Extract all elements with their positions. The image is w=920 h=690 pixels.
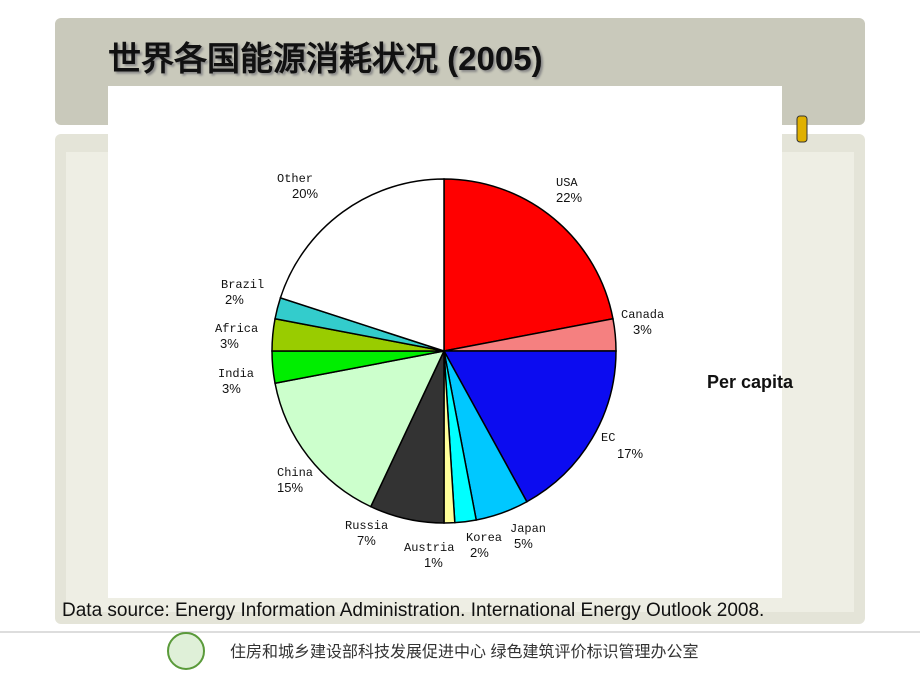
slice-label: Other — [277, 172, 313, 186]
slice-label: Austria — [404, 541, 454, 555]
pie-slice — [442, 350, 617, 503]
slice-label: India — [218, 367, 254, 381]
value-label: 2% — [225, 292, 244, 307]
source-note: Data source: Energy Information Administ… — [62, 600, 764, 621]
slice-label: Canada — [621, 308, 664, 322]
value-label: 5% — [514, 536, 533, 551]
value-label: 17% — [617, 446, 643, 461]
slice-label: Japan — [510, 522, 546, 536]
slice-label: Korea — [466, 531, 502, 545]
footer-text: 住房和城乡建设部科技发展促进中心 绿色建筑评价标识管理办公室 — [230, 643, 698, 661]
pie — [271, 178, 617, 524]
slice-label: EC — [601, 431, 615, 445]
slice-label: Brazil — [221, 278, 264, 292]
slice-label: USA — [556, 176, 578, 190]
logo — [167, 632, 205, 670]
value-label: 2% — [470, 545, 489, 560]
chart-title: 世界各国能源消耗状况 (2005) — [108, 40, 543, 77]
value-label: 7% — [357, 533, 376, 548]
annotation: Per capita — [707, 372, 794, 392]
value-label: 22% — [556, 190, 582, 205]
value-label: 3% — [633, 322, 652, 337]
slice-label: Russia — [345, 519, 388, 533]
value-label: 1% — [424, 555, 443, 570]
pie-slice — [279, 178, 445, 353]
slice-label: Africa — [215, 322, 258, 336]
value-label: 15% — [277, 480, 303, 495]
pie-slice — [443, 178, 614, 352]
icon — [796, 115, 808, 143]
value-label: 20% — [292, 186, 318, 201]
value-label: 3% — [220, 336, 239, 351]
pie-slice — [274, 349, 446, 508]
slice-label: China — [277, 466, 313, 480]
value-label: 3% — [222, 381, 241, 396]
